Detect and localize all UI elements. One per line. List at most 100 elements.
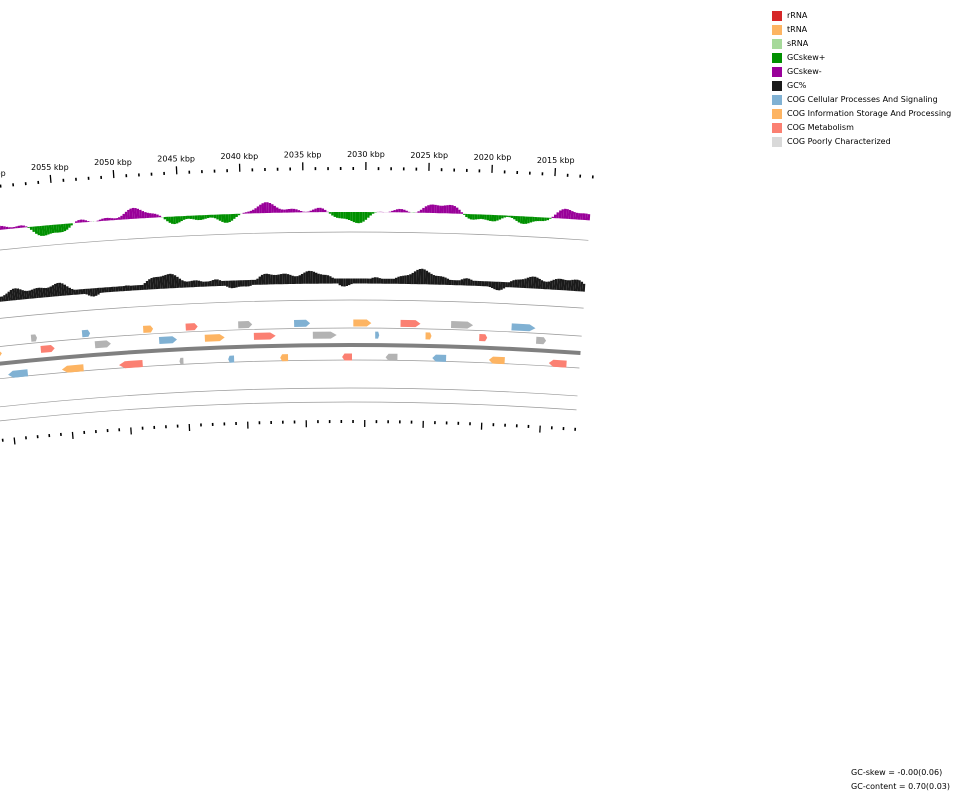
gc-skew-negative-bar	[338, 212, 341, 219]
gc-content-bar	[481, 281, 485, 287]
gc-skew-positive-bar	[434, 204, 437, 214]
gc-content-bar	[94, 288, 98, 296]
gc-content-bar	[124, 285, 128, 291]
gc-content-bar	[392, 278, 395, 284]
gc-content-bar	[559, 278, 563, 291]
kbp-labels: 2060 kbp 2055 kbp 2050 kbp 2045 kbp 2040 kbp…	[0, 150, 575, 178]
gc-content-bar	[296, 276, 299, 284]
gene-arrow	[280, 354, 289, 362]
gc-content-bar	[362, 278, 365, 284]
gc-content-bar	[312, 271, 316, 284]
major-tick	[49, 174, 52, 183]
gc-content-bar	[190, 280, 194, 288]
gc-content-bar	[338, 278, 341, 286]
gc-skew-positive-bar	[144, 212, 147, 219]
gc-content-bar	[493, 281, 496, 290]
gc-content-bar	[51, 285, 56, 297]
gc-skew-positive-bar	[439, 205, 442, 214]
gc-content-bar	[239, 280, 243, 287]
gc-skew-negative-bar	[513, 215, 516, 220]
gc-skew-negative-bar	[197, 215, 200, 221]
kbp-label: 2020 kbp	[474, 153, 512, 162]
gc-content-bar	[458, 280, 461, 286]
gc-content-bar	[359, 278, 363, 284]
legend: rRNA tRNA sRNA GCskew+ GCskew- GC% COG Cellula…	[772, 9, 951, 149]
gene-arrow	[179, 357, 184, 365]
gc-content-bar	[7, 291, 11, 301]
gc-content-bar	[260, 274, 264, 285]
gc-skew-negative-bar	[541, 217, 545, 222]
gc-content-bar	[103, 287, 107, 293]
gc-skew-positive-bar	[256, 206, 260, 214]
gc-skew-positive-bar	[295, 209, 298, 213]
legend-label: tRNA	[787, 25, 808, 34]
gc-content-bar	[117, 286, 121, 292]
gc-skew-negative-bar	[209, 214, 212, 218]
legend-label: GCskew+	[787, 53, 826, 62]
legend-swatch	[772, 53, 782, 63]
gc-content-bar	[378, 278, 381, 284]
gc-content-bar	[63, 284, 67, 296]
gc-skew-negative-bar	[539, 217, 542, 222]
gc-skew-negative-bar	[51, 224, 55, 234]
gc-skew-positive-bar	[395, 209, 399, 213]
gc-skew-negative-bar	[230, 214, 234, 221]
gc-skew-negative-bar	[336, 212, 339, 218]
gc-content-bar	[87, 288, 91, 296]
gc-skew-negative-bar	[357, 212, 360, 224]
gc-skew-positive-bar	[263, 202, 267, 214]
gc-content-bar	[369, 278, 372, 284]
gc-skew-negative-bar	[213, 214, 217, 219]
gc-skew-positive-bar	[261, 203, 265, 214]
gc-skew-positive-bar	[393, 210, 396, 213]
gc-skew-positive-bar	[300, 211, 303, 213]
gc-skew-positive-bar	[148, 213, 152, 218]
gc-content-bar	[465, 278, 468, 286]
gc-content-bar	[331, 277, 334, 284]
gc-skew-positive-bar	[429, 204, 432, 213]
track-guide-line	[0, 387, 578, 408]
gc-skew-positive-bar	[446, 205, 449, 214]
gene-arrow	[353, 319, 372, 327]
gc-content-bar	[152, 277, 156, 290]
gene-arrow	[119, 360, 143, 369]
gc-skew-positive-bar	[87, 221, 90, 223]
gc-skew-negative-bar	[469, 214, 473, 220]
gc-content-bar	[92, 288, 96, 297]
gc-content-bar	[366, 278, 370, 284]
gc-content-bar	[542, 281, 546, 290]
gc-skew-negative-bar	[187, 215, 190, 219]
kbp-label: 2040 kbp	[221, 152, 259, 161]
gc-content-bar	[580, 281, 584, 292]
gc-skew-positive-bar	[244, 212, 248, 214]
gc-skew-positive-bar	[101, 218, 104, 221]
gc-skew-positive-bar	[568, 209, 572, 220]
gene-arrow	[40, 345, 55, 353]
legend-item: COG Metabolism	[772, 121, 951, 135]
gc-content-bar	[277, 274, 280, 285]
gc-content-bar	[402, 275, 405, 284]
gc-content-bar	[19, 289, 23, 300]
legend-label: GC%	[787, 81, 807, 90]
gc-skew-positive-bar	[122, 213, 126, 220]
gc-content-stat: GC-content = 0.70(0.03)	[851, 782, 950, 791]
legend-swatch	[772, 25, 782, 35]
legend-item: COG Cellular Processes And Signaling	[772, 93, 951, 107]
gc-skew-negative-bar	[173, 216, 176, 225]
gc-content-bar	[333, 278, 337, 284]
gc-content-bar	[178, 278, 182, 288]
gc-skew-positive-bar	[388, 211, 392, 213]
major-tick	[13, 437, 16, 445]
kbp-label: 2025 kbp	[410, 151, 448, 160]
gc-content-bar	[28, 290, 32, 299]
gc-skew-positive-bar	[551, 216, 554, 219]
gc-skew-negative-bar	[211, 214, 214, 218]
gc-content-track	[0, 268, 586, 302]
gc-content-bar	[9, 289, 14, 301]
gc-content-bar	[216, 279, 219, 287]
gc-skew-negative-bar	[166, 216, 169, 222]
gc-content-bar	[495, 281, 499, 291]
gc-skew-positive-bar	[460, 212, 463, 214]
gc-skew-positive-bar	[405, 210, 408, 213]
